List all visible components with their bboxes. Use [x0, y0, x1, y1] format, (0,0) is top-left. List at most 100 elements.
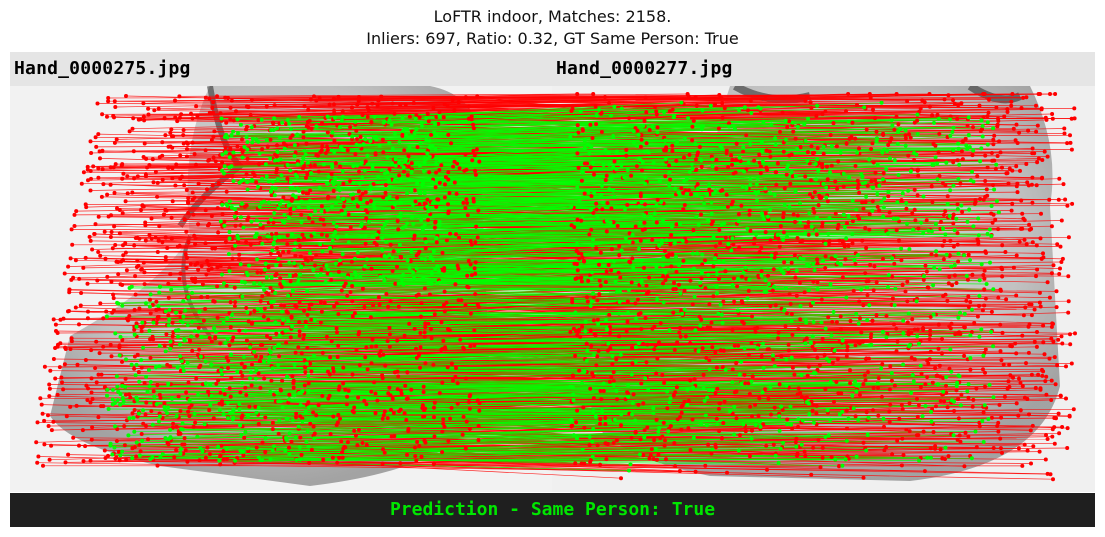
outlier-match-line: [112, 247, 986, 252]
outlier-keypoint-right: [981, 367, 985, 372]
outlier-keypoint-right: [588, 328, 593, 333]
outlier-keypoint-right: [585, 295, 589, 300]
outlier-keypoint-right: [756, 413, 761, 418]
outlier-keypoint-right: [857, 392, 862, 397]
outlier-keypoint-right: [1051, 339, 1056, 344]
outlier-keypoint-right: [996, 295, 1001, 300]
outlier-keypoint-right: [863, 200, 868, 205]
outlier-keypoint-right: [737, 245, 742, 250]
outlier-keypoint-right: [1032, 307, 1037, 312]
outlier-keypoint-left: [454, 232, 458, 237]
outlier-keypoint-right: [811, 340, 816, 345]
outlier-keypoint-left: [376, 295, 381, 300]
outlier-keypoint-left: [324, 151, 328, 155]
inlier-match-line: [218, 431, 659, 448]
outlier-keypoint-right: [1061, 182, 1066, 187]
outlier-keypoint-right: [930, 380, 935, 385]
outlier-keypoint-left: [160, 177, 165, 182]
outlier-keypoint-right: [923, 263, 928, 268]
outlier-keypoint-left: [88, 188, 93, 193]
outlier-keypoint-right: [1056, 337, 1061, 342]
outlier-keypoint-left: [119, 259, 124, 264]
outlier-keypoint-left: [331, 414, 336, 419]
outlier-keypoint-right: [937, 363, 942, 368]
inlier-match-line: [211, 364, 952, 373]
outlier-keypoint-right: [672, 441, 677, 445]
outlier-keypoint-right: [610, 362, 615, 366]
outlier-match-line: [310, 93, 985, 100]
outlier-keypoint-right: [905, 320, 910, 325]
outlier-keypoint-right: [656, 452, 661, 457]
outlier-keypoint-right: [589, 227, 594, 232]
outlier-keypoint-right: [1044, 392, 1049, 397]
outlier-keypoint-left: [265, 334, 269, 339]
outlier-keypoint-left: [77, 322, 81, 327]
outlier-keypoint-right: [811, 445, 816, 450]
outlier-keypoint-left: [123, 392, 128, 397]
outlier-keypoint-right: [795, 451, 800, 456]
outlier-keypoint-right: [1025, 180, 1030, 185]
outlier-keypoint-left: [93, 135, 98, 140]
outlier-keypoint-right: [723, 235, 728, 240]
outlier-keypoint-right: [1040, 175, 1045, 180]
outlier-keypoint-left: [98, 156, 102, 161]
outlier-keypoint-right: [574, 262, 579, 267]
outlier-keypoint-right: [890, 296, 895, 301]
outlier-keypoint-left: [375, 103, 380, 108]
outlier-keypoint-left: [106, 453, 110, 458]
outlier-keypoint-left: [466, 258, 471, 263]
outlier-keypoint-left: [326, 194, 331, 199]
outlier-keypoint-right: [1035, 160, 1040, 165]
outlier-keypoint-right: [848, 318, 853, 323]
outlier-keypoint-left: [452, 159, 457, 164]
outlier-keypoint-right: [968, 367, 973, 372]
outlier-keypoint-right: [905, 299, 910, 304]
outlier-keypoint-left: [304, 124, 309, 128]
outlier-keypoint-right: [860, 200, 865, 205]
inlier-match-line: [152, 457, 779, 464]
outlier-keypoint-left: [176, 394, 181, 399]
outlier-keypoint-left: [190, 348, 195, 353]
outlier-keypoint-right: [764, 148, 769, 153]
outlier-keypoint-right: [1027, 322, 1032, 327]
title-line-1: LoFTR indoor, Matches: 2158.: [433, 7, 672, 26]
outlier-keypoint-right: [900, 436, 905, 441]
outlier-keypoint-right: [570, 297, 575, 302]
outlier-keypoint-right: [665, 274, 670, 279]
outlier-keypoint-left: [121, 253, 126, 258]
outlier-keypoint-right: [955, 158, 960, 163]
outlier-keypoint-left: [246, 319, 251, 324]
outlier-keypoint-right: [750, 414, 754, 419]
outlier-keypoint-right: [1020, 333, 1025, 338]
outlier-match-line: [433, 463, 1051, 475]
outlier-keypoint-left: [457, 235, 461, 240]
outlier-keypoint-left: [442, 195, 447, 200]
outlier-keypoint-right: [671, 393, 676, 398]
outlier-keypoint-right: [929, 184, 934, 189]
outlier-keypoint-left: [245, 156, 250, 161]
outlier-keypoint-left: [140, 204, 145, 208]
outlier-keypoint-left: [437, 180, 442, 185]
inlier-match-line: [228, 233, 695, 255]
outlier-keypoint-right: [764, 443, 769, 448]
outlier-keypoint-right: [820, 455, 825, 460]
outlier-keypoint-left: [318, 300, 323, 304]
outlier-keypoint-left: [439, 163, 444, 168]
outlier-keypoint-left: [423, 361, 428, 366]
outlier-keypoint-right: [654, 220, 659, 225]
outlier-keypoint-right: [1025, 396, 1030, 401]
outlier-keypoint-left: [132, 327, 137, 332]
inlier-match-line: [139, 381, 968, 392]
outlier-keypoint-right: [726, 165, 731, 170]
outlier-keypoint-left: [135, 352, 140, 357]
outlier-keypoint-left: [314, 98, 319, 103]
outlier-keypoint-right: [683, 188, 688, 193]
outlier-keypoint-right: [638, 144, 643, 149]
outlier-keypoint-left: [184, 154, 189, 159]
inlier-match-line: [308, 207, 970, 210]
outlier-keypoint-right: [1048, 472, 1053, 477]
outlier-keypoint-left: [445, 104, 450, 109]
outlier-keypoint-left: [458, 337, 463, 342]
outlier-keypoint-right: [709, 154, 714, 159]
outlier-keypoint-left: [170, 199, 175, 204]
